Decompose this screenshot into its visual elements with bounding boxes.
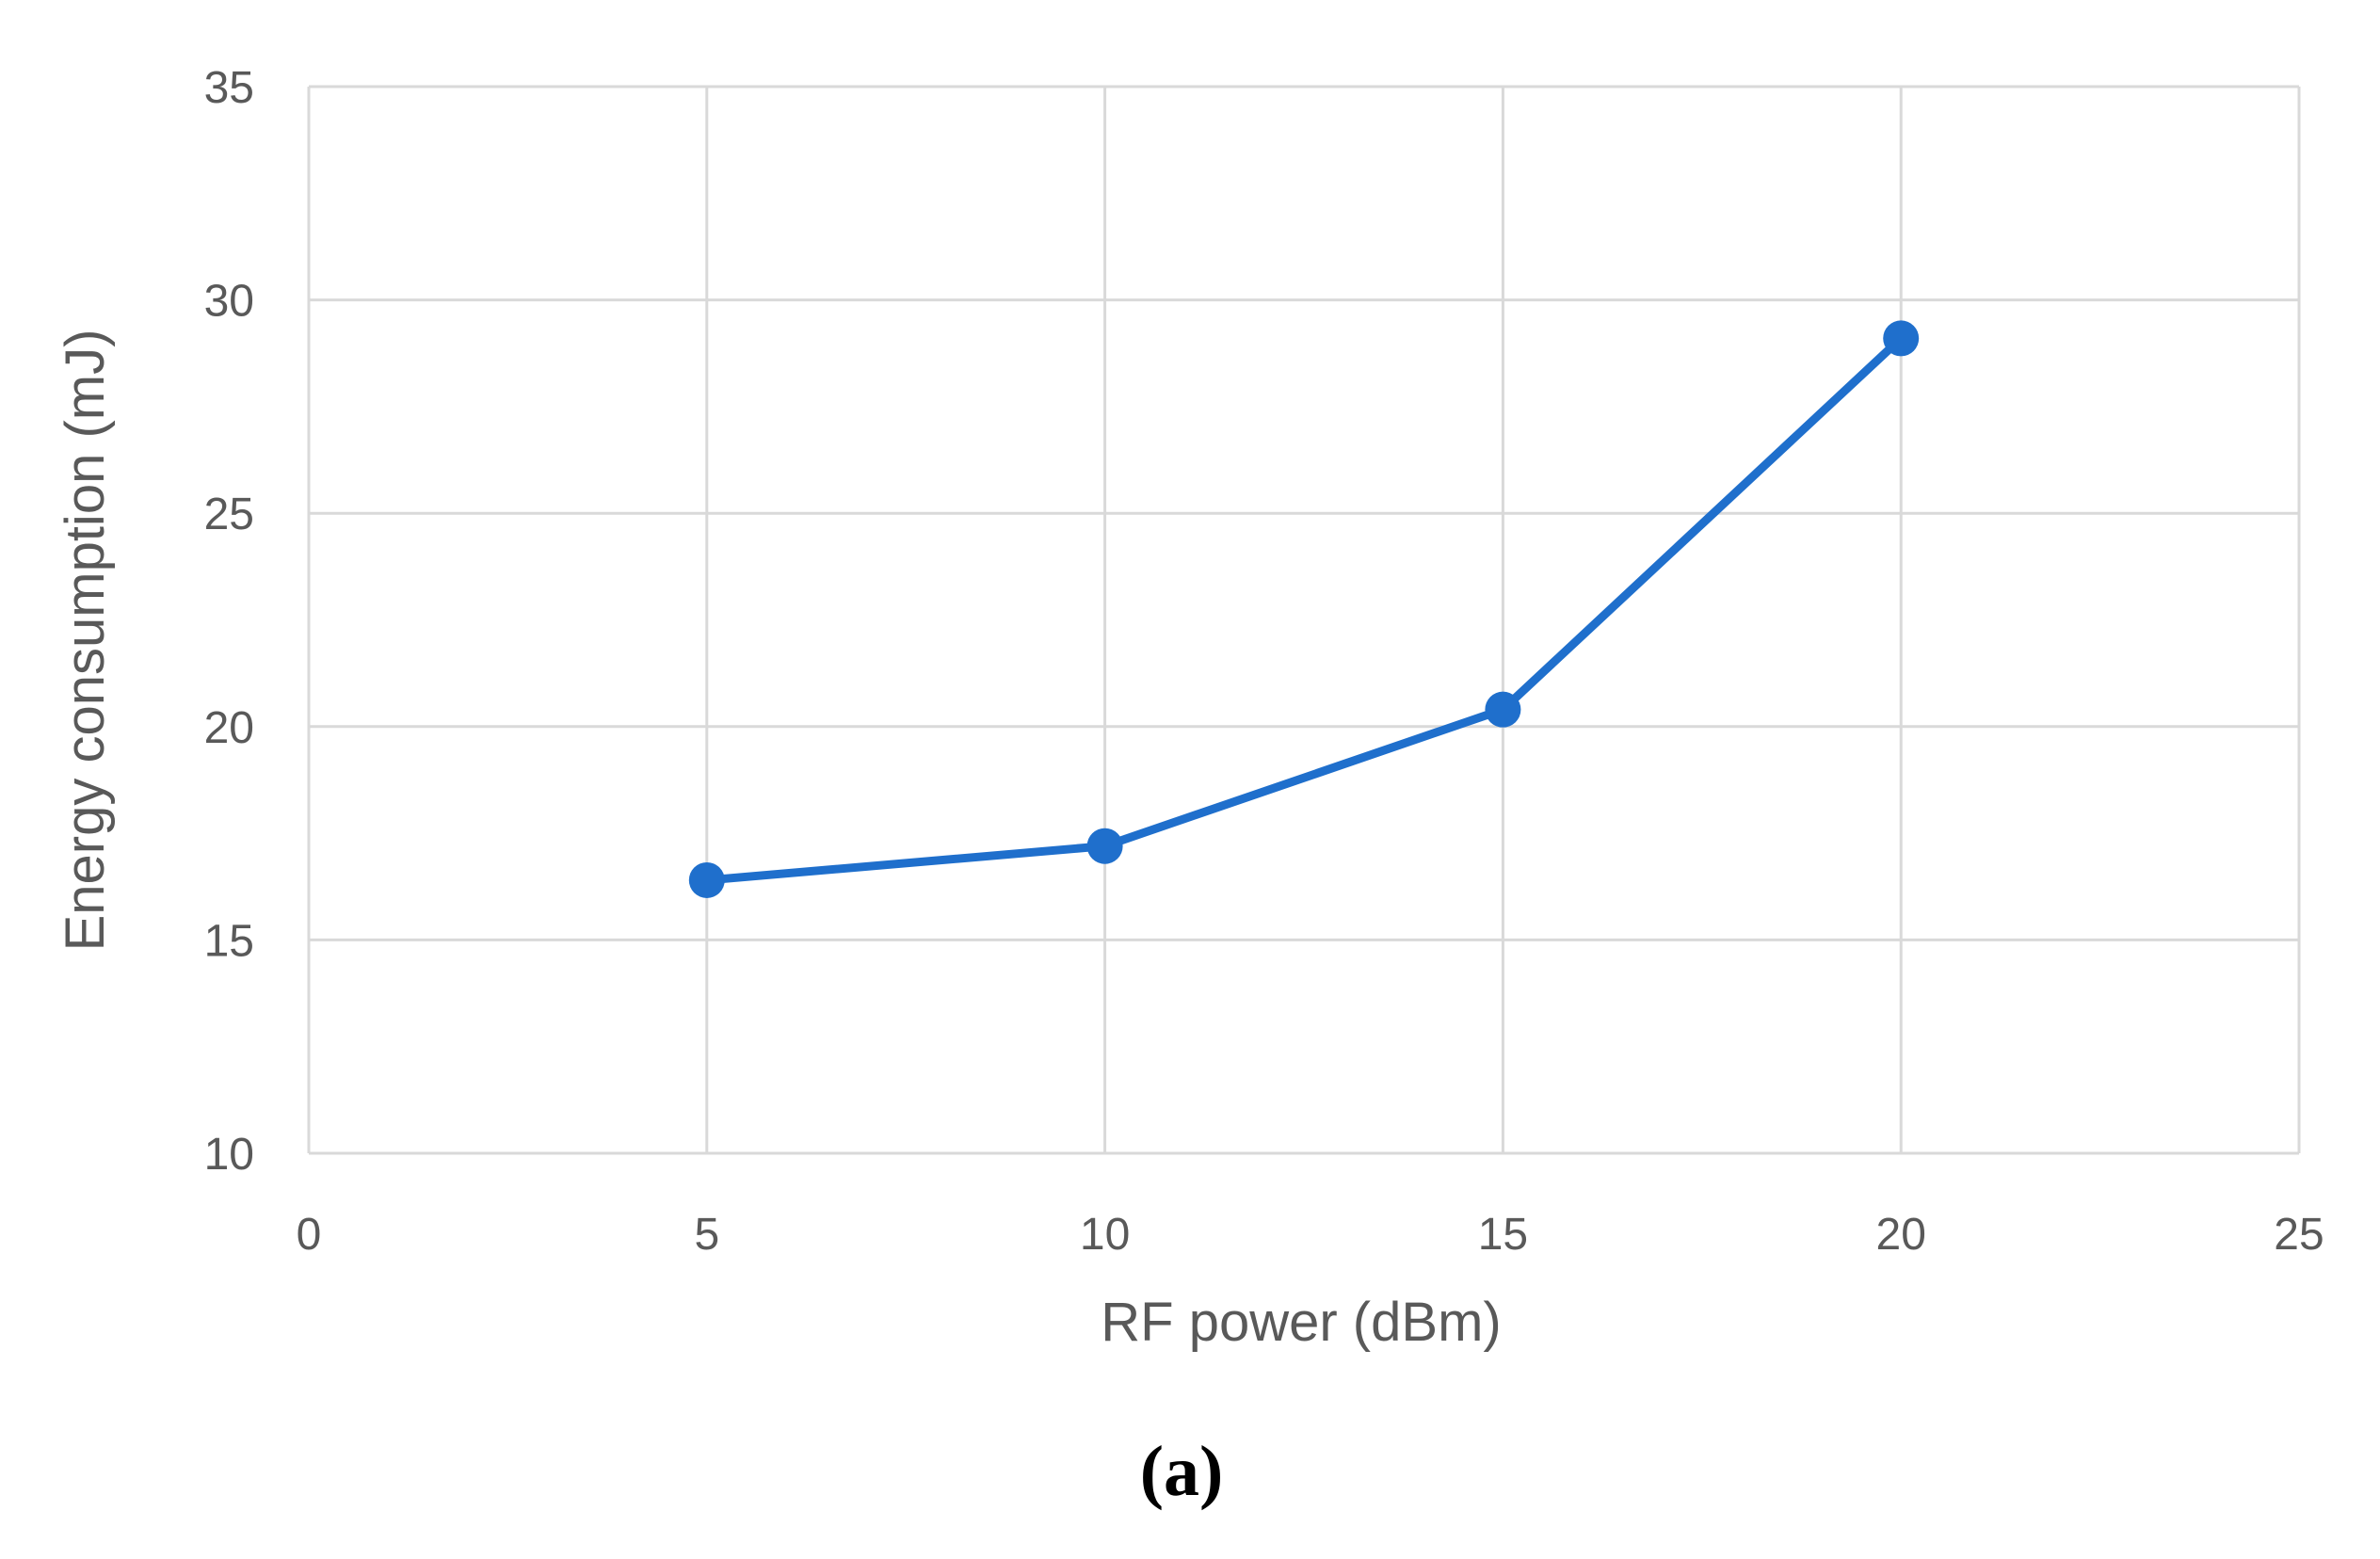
- data-point: [1883, 320, 1920, 357]
- tick-labels: 0 5 10 15 20 25 10 15 20 25 30 35: [204, 63, 2324, 1260]
- x-tick-label: 0: [297, 1210, 322, 1260]
- y-axis-title: Energy consumption (mJ): [55, 329, 116, 952]
- series-line: [702, 333, 1906, 885]
- y-tick-label: 25: [204, 490, 254, 539]
- y-tick-label: 10: [204, 1130, 254, 1180]
- x-tick-label: 10: [1080, 1210, 1130, 1260]
- data-point: [1485, 691, 1521, 728]
- data-point: [1086, 828, 1123, 864]
- x-axis-title: RF power (dBm): [1101, 1292, 1501, 1353]
- panel-label: (a): [1140, 1432, 1224, 1511]
- y-tick-label: 30: [204, 277, 254, 327]
- x-tick-label: 20: [1876, 1210, 1926, 1260]
- grid: [307, 85, 2301, 1155]
- x-tick-label: 25: [2274, 1210, 2324, 1260]
- y-tick-label: 15: [204, 916, 254, 966]
- y-tick-label: 20: [204, 703, 254, 753]
- x-tick-label: 15: [1478, 1210, 1528, 1260]
- x-tick-label: 5: [694, 1210, 719, 1260]
- series: [688, 320, 1920, 898]
- y-tick-label: 35: [204, 63, 254, 113]
- data-point: [688, 861, 725, 898]
